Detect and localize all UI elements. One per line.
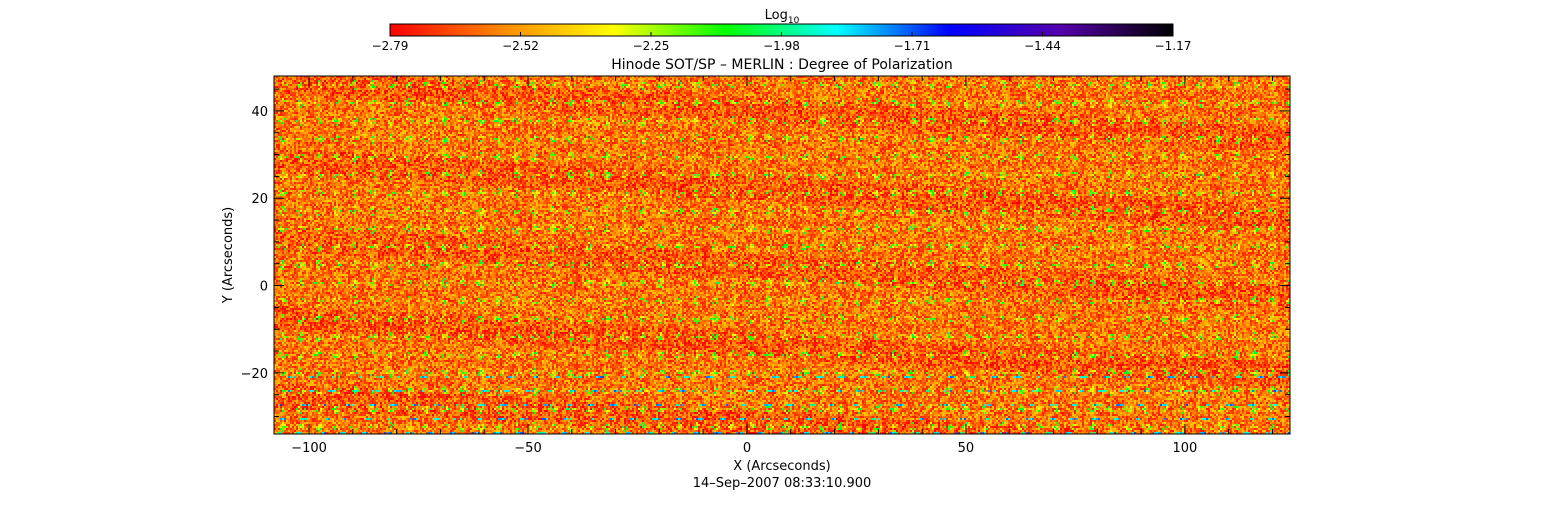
- colorbar-ticks: −2.79 −2.52 −2.25 −1.98 −1.71 −1.44 −1.17: [372, 32, 1192, 53]
- x-tick-label: 0: [743, 441, 751, 456]
- timestamp-label: 14–Sep–2007 08:33:10.900: [693, 476, 872, 491]
- x-tick-label: 100: [1172, 441, 1197, 456]
- y-tick-label: 40: [251, 105, 268, 120]
- colorbar-label: Log10: [765, 8, 800, 26]
- y-tick-label: 20: [251, 192, 268, 207]
- y-tick-label: −20: [241, 367, 268, 382]
- colorbar-tick-label: −2.79: [372, 39, 409, 53]
- colorbar-tick-label: −1.98: [763, 39, 800, 53]
- y-tick-label: 0: [260, 280, 268, 295]
- x-tick-label: 50: [958, 441, 975, 456]
- chart-title: Hinode SOT/SP – MERLIN : Degree of Polar…: [611, 57, 953, 73]
- axis-ticks: −100 −50 0 50 100 −20 0 20 40: [241, 76, 1290, 456]
- x-axis-label: X (Arcseconds): [733, 459, 830, 474]
- colorbar: [390, 24, 1173, 36]
- colorbar-tick-label: −2.25: [633, 39, 670, 53]
- colorbar-label-subscript: 10: [788, 16, 800, 26]
- polarization-heatmap-image: [274, 76, 1290, 434]
- heatmap-plot-area: [273, 75, 1291, 435]
- colorbar-tick-label: −2.52: [502, 39, 539, 53]
- colorbar-label-base: Log: [765, 8, 788, 23]
- colorbar-tick-label: −1.71: [894, 39, 931, 53]
- x-tick-label: −50: [514, 441, 541, 456]
- x-tick-label: −100: [291, 441, 327, 456]
- plot-frame: [273, 75, 1291, 435]
- y-axis-label: Y (Arcseconds): [221, 207, 236, 304]
- colorbar-tick-label: −1.17: [1155, 39, 1192, 53]
- colorbar-tick-label: −1.44: [1024, 39, 1061, 53]
